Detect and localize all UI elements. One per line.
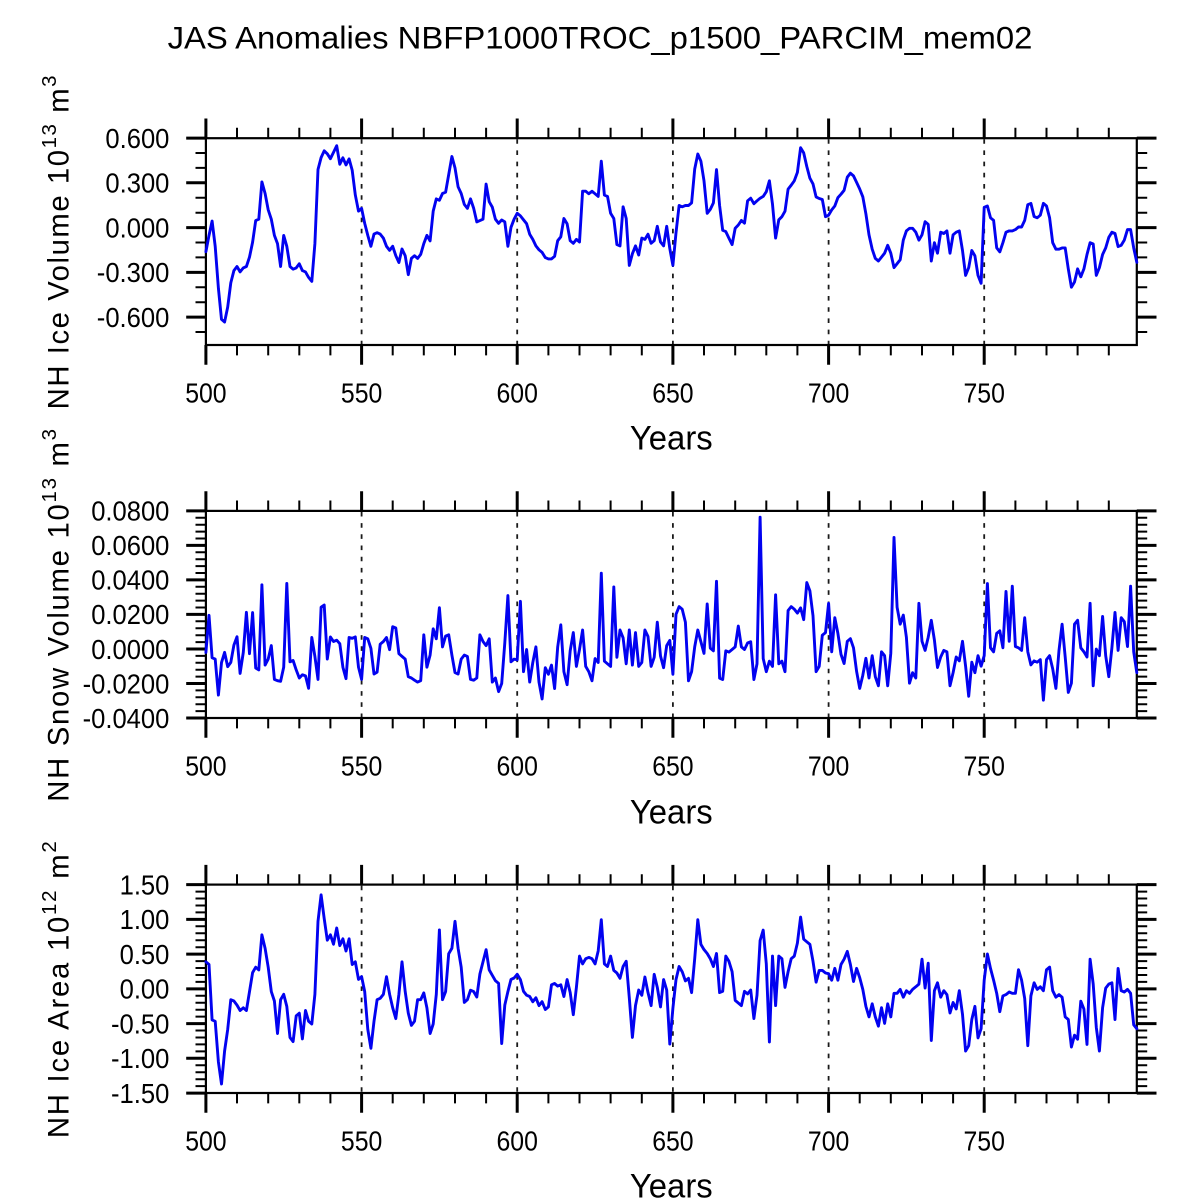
svg-text:NH Ice Area 1012​ m2​: NH Ice Area 1012​ m2​ [38, 839, 76, 1138]
svg-text:NH Ice Volume 1013​ m3​: NH Ice Volume 1013​ m3​ [38, 74, 76, 409]
svg-text:700: 700 [808, 1126, 849, 1157]
svg-text:650: 650 [652, 751, 693, 782]
svg-text:550: 550 [341, 751, 382, 782]
svg-text:0.0000: 0.0000 [91, 634, 169, 665]
svg-text:0.0800: 0.0800 [91, 496, 169, 527]
svg-text:500: 500 [185, 751, 226, 782]
svg-text:0.0600: 0.0600 [91, 530, 169, 561]
svg-text:1.00: 1.00 [120, 904, 170, 935]
svg-text:650: 650 [652, 378, 693, 409]
svg-text:-0.300: -0.300 [97, 257, 170, 288]
svg-text:650: 650 [652, 1126, 693, 1157]
svg-text:-0.50: -0.50 [111, 1008, 169, 1039]
svg-text:Years: Years [630, 1167, 713, 1202]
svg-text:-1.00: -1.00 [111, 1043, 169, 1074]
svg-text:0.300: 0.300 [105, 168, 169, 199]
svg-text:0.000: 0.000 [105, 212, 169, 243]
svg-text:550: 550 [341, 378, 382, 409]
svg-text:750: 750 [964, 1126, 1005, 1157]
svg-text:750: 750 [964, 378, 1005, 409]
svg-text:500: 500 [185, 1126, 226, 1157]
svg-text:-0.0400: -0.0400 [83, 703, 170, 734]
svg-text:0.00: 0.00 [120, 974, 170, 1005]
svg-text:NH Snow Volume 1013​ m3​: NH Snow Volume 1013​ m3​ [38, 427, 76, 802]
svg-text:1.50: 1.50 [120, 869, 170, 900]
svg-text:600: 600 [497, 378, 538, 409]
svg-text:700: 700 [808, 378, 849, 409]
svg-text:0.50: 0.50 [120, 939, 170, 970]
svg-text:700: 700 [808, 751, 849, 782]
svg-text:-0.600: -0.600 [97, 302, 170, 333]
svg-text:-0.0200: -0.0200 [83, 668, 170, 699]
svg-text:550: 550 [341, 1126, 382, 1157]
svg-text:JAS Anomalies NBFP1000TROC_p15: JAS Anomalies NBFP1000TROC_p1500_PARCIM_… [168, 20, 1033, 56]
svg-text:750: 750 [964, 751, 1005, 782]
svg-text:500: 500 [185, 378, 226, 409]
svg-text:0.600: 0.600 [105, 123, 169, 154]
svg-text:0.0200: 0.0200 [91, 599, 169, 630]
svg-text:Years: Years [630, 793, 713, 831]
svg-text:600: 600 [497, 751, 538, 782]
svg-text:-1.50: -1.50 [111, 1078, 169, 1109]
svg-text:Years: Years [630, 419, 713, 457]
svg-text:0.0400: 0.0400 [91, 565, 169, 596]
svg-text:600: 600 [497, 1126, 538, 1157]
